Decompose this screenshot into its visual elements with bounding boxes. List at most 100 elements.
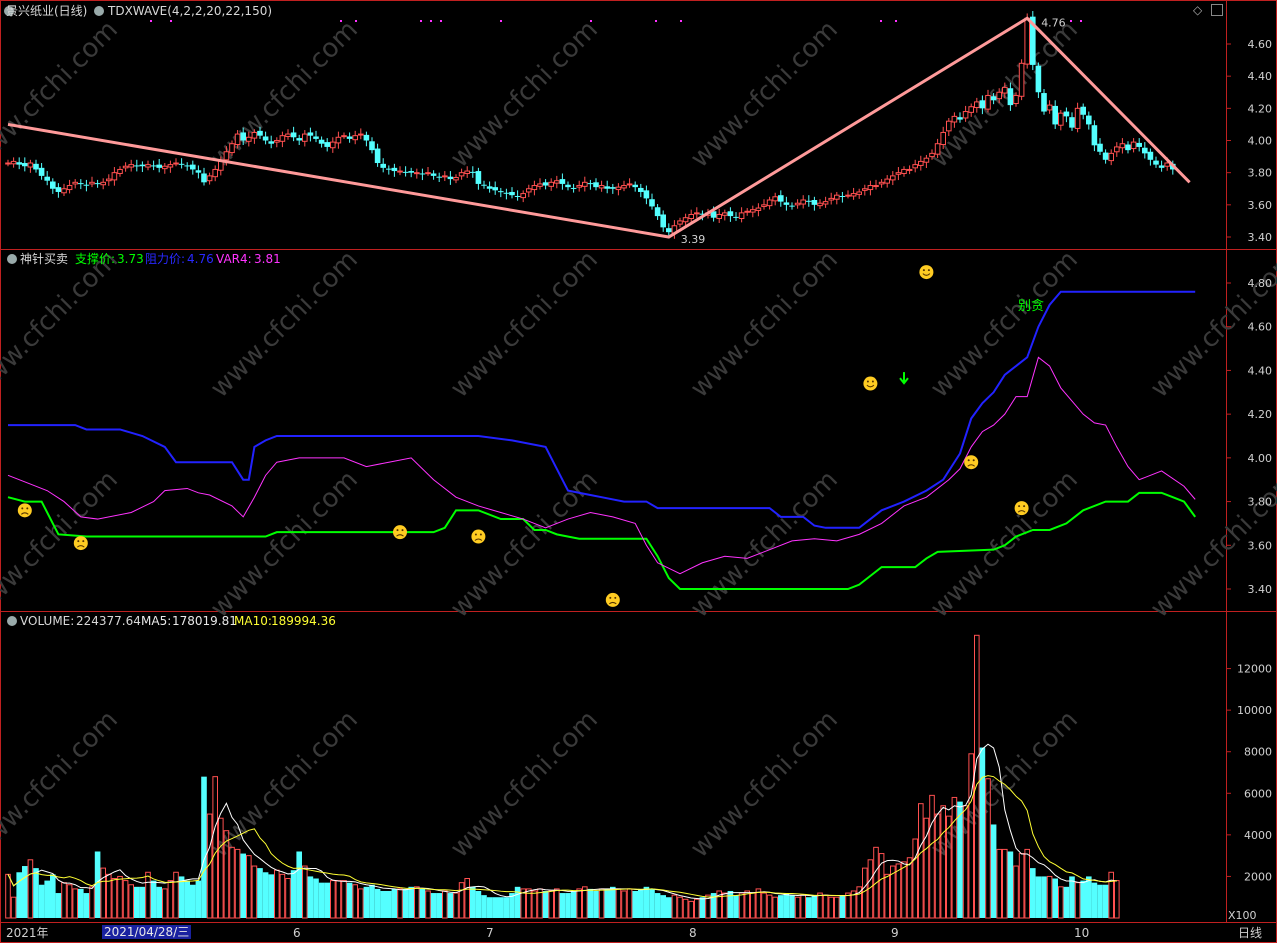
signal-dot <box>1070 20 1072 22</box>
volume-bar <box>324 882 330 918</box>
watermark-text: www.cfchi.com <box>685 245 844 404</box>
candle-body <box>234 133 241 146</box>
panel3-menu-icon[interactable] <box>7 616 17 626</box>
volume-bar <box>374 888 381 918</box>
candle-body <box>27 162 34 168</box>
candle-body <box>901 168 907 174</box>
panel-menu-icon[interactable] <box>4 6 14 16</box>
signal-dot <box>430 20 432 22</box>
candlestick-panel[interactable]: 4.76 3.39 <box>5 11 1191 246</box>
volume-bar <box>139 886 146 918</box>
note-label: 别贪 <box>1018 299 1045 314</box>
y-tick-label: 3.80 <box>1248 167 1273 180</box>
face-eye <box>77 540 80 543</box>
volume-bar <box>738 892 745 919</box>
down-arrow-icon <box>899 372 909 385</box>
watermark-text: www.cfchi.com <box>205 465 364 624</box>
volume-bar <box>610 886 616 918</box>
ma5-label: MA5: <box>141 614 172 628</box>
volume-bar <box>878 853 885 919</box>
candle-body <box>201 173 207 183</box>
candle-body <box>1007 88 1014 106</box>
volume-bar <box>369 884 375 918</box>
candle-body <box>498 191 504 193</box>
candle-body <box>5 162 11 165</box>
candle-body <box>1119 143 1126 149</box>
candle-body <box>570 187 577 189</box>
candle-body <box>1097 143 1103 152</box>
period-label[interactable]: 日线 <box>1238 926 1263 940</box>
volume-bar <box>78 888 84 918</box>
volume-bar <box>1091 882 1098 918</box>
y-tick-label: 4.00 <box>1248 452 1273 465</box>
watermark-text: www.cfchi.com <box>445 465 604 624</box>
volume-bar <box>201 776 207 918</box>
candle-body <box>346 136 353 139</box>
volume-bar <box>817 892 823 919</box>
candle-body <box>951 115 958 123</box>
candle-body <box>1164 162 1171 167</box>
candle-body <box>251 131 258 139</box>
candle-body <box>470 171 476 173</box>
volume-bar <box>167 880 174 919</box>
candle-body <box>677 220 683 225</box>
volume-bar <box>33 868 39 918</box>
volume-bar <box>895 863 902 919</box>
face-disc <box>919 265 934 280</box>
candle-body <box>722 212 728 216</box>
indicator-menu-icon[interactable] <box>94 6 104 16</box>
y-tick-label: 12000 <box>1237 663 1272 676</box>
volume-bar <box>705 894 711 919</box>
x-month-10: 10 <box>1074 926 1090 940</box>
sad-face-icon <box>17 503 32 518</box>
volume-bar <box>145 871 151 919</box>
volume-bar <box>688 900 695 919</box>
axis-labels: 4.60 4.40 4.20 4.00 3.80 3.60 3.40 4.80 4.60 4.40… <box>1226 38 1272 883</box>
volume-bar <box>862 867 868 919</box>
volume-bar <box>302 865 308 919</box>
volume-bar <box>615 888 622 919</box>
panel2-menu-icon[interactable] <box>7 254 17 264</box>
candle-body <box>839 195 846 197</box>
selected-date[interactable]: 2021/04/28/三 <box>102 925 192 939</box>
low-annotation: 3.39 <box>681 233 706 246</box>
candle-body <box>1147 151 1154 160</box>
volume-bar <box>828 896 835 919</box>
volume-bar <box>442 890 448 919</box>
x-month-6: 6 <box>293 926 301 940</box>
y-tick-label: 4.00 <box>1248 135 1273 148</box>
volume-bar <box>716 890 723 919</box>
candle-body <box>167 164 174 168</box>
candle-body <box>862 188 868 191</box>
volume-bar <box>1086 876 1092 918</box>
candle-body <box>352 135 358 141</box>
signal-dot <box>420 20 422 22</box>
candle-body <box>660 214 666 228</box>
volume-bar <box>1052 878 1058 918</box>
x-year-label: 2021年 <box>6 926 49 940</box>
volume-bar <box>475 890 482 918</box>
candle-body <box>1125 144 1131 151</box>
volume-bar <box>604 888 610 918</box>
candle-body <box>554 180 560 184</box>
candle-body <box>1058 112 1064 126</box>
candle-body <box>957 117 963 120</box>
volume-bar <box>150 880 157 918</box>
face-mouth <box>20 512 29 515</box>
candle-body <box>918 160 924 166</box>
happy-face-icon <box>863 376 878 391</box>
diamond-icon[interactable]: ◇ <box>1193 3 1203 17</box>
y-tick-label: 4.80 <box>1248 277 1273 290</box>
face-mouth <box>922 273 931 276</box>
window-toggle-icon[interactable] <box>1211 4 1223 16</box>
volume-panel[interactable] <box>5 634 1120 919</box>
volume-bar <box>912 838 919 919</box>
candle-body <box>162 165 168 170</box>
signal-dot <box>440 20 442 22</box>
volume-bar <box>699 897 706 918</box>
volume-bar <box>470 886 476 918</box>
candle-body <box>1018 62 1025 97</box>
shenzhen-indicator-panel[interactable] <box>7 265 1197 607</box>
candle-body <box>1158 165 1165 168</box>
